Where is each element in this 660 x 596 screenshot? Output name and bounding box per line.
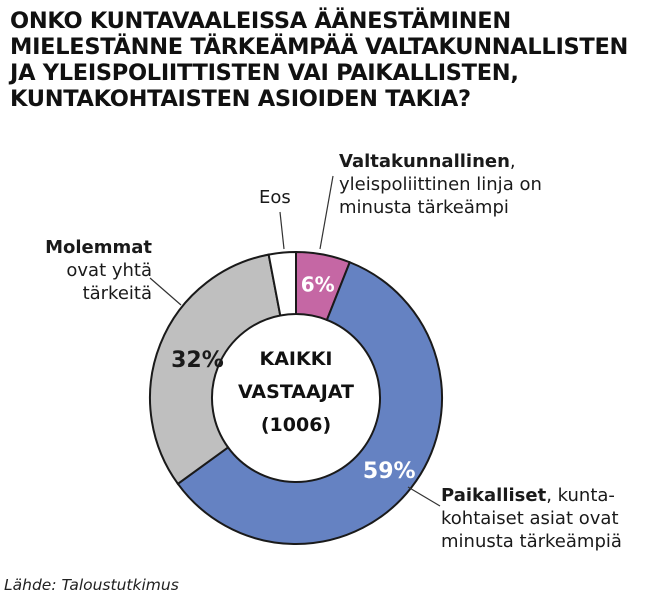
value-label-molemmat: 32% — [171, 348, 224, 373]
donut-slices — [149, 250, 443, 545]
leader-valtakunnallinen — [319, 175, 334, 250]
title-line: JA YLEISPOLIITTISTEN VAI PAIKALLISTEN, — [10, 60, 519, 86]
title-line: ONKO KUNTAVAALEISSA ÄÄNESTÄMINEN — [10, 8, 511, 34]
slice-paikalliset — [176, 260, 443, 545]
label-text: , kunta- — [546, 485, 615, 506]
leader-lines — [149, 175, 441, 507]
label-text: kohtaiset asiat ovat — [441, 508, 619, 529]
label-eos: Eos — [259, 186, 291, 209]
title-line: MIELESTÄNNE TÄRKEÄMPÄÄ VALTAKUNNALLISTEN — [10, 34, 629, 60]
label-text: ovat yhtä — [66, 260, 152, 281]
leader-eos — [279, 211, 285, 250]
center-label-line-3: (1006) — [261, 414, 331, 436]
label-valtakunnallinen: Valtakunnallinen, yleispoliittinen linja… — [339, 150, 542, 219]
value-label-paikalliset: 59% — [363, 459, 416, 484]
slice-molemmat — [149, 253, 282, 486]
leader-molemmat — [149, 277, 182, 306]
leader-paikalliset — [407, 486, 441, 507]
label-text: yleispoliittinen linja on — [339, 174, 542, 195]
center-label-line-2: VASTAAJAT — [238, 381, 354, 403]
label-text: minusta tärkeämpiä — [441, 531, 622, 552]
center-label-line-1: KAIKKI — [259, 348, 332, 370]
label-paikalliset: Paikalliset, kunta- kohtaiset asiat ovat… — [441, 484, 622, 553]
source-note: Lähde: Taloustutkimus — [4, 576, 179, 594]
label-text: , — [509, 151, 516, 172]
slice-value-labels: 6% 59% 32% — [171, 272, 415, 484]
value-label-valtakunnallinen: 6% — [301, 272, 335, 296]
label-bold: Valtakunnallinen — [339, 151, 510, 172]
slice-eos — [267, 250, 297, 317]
center-label: KAIKKI VASTAAJAT (1006) — [238, 348, 354, 436]
label-molemmat: Molemmat ovat yhtä tärkeitä — [20, 236, 152, 305]
label-text: tärkeitä — [82, 283, 152, 304]
label-bold: Molemmat — [45, 237, 152, 258]
label-text: Eos — [259, 187, 291, 208]
label-text: minusta tärkeämpi — [339, 197, 509, 218]
chart-title: ONKO KUNTAVAALEISSA ÄÄNESTÄMINEN MIELEST… — [10, 8, 655, 112]
label-bold: Paikalliset — [441, 485, 547, 506]
title-line: KUNTAKOHTAISTEN ASIOIDEN TAKIA? — [10, 86, 471, 112]
